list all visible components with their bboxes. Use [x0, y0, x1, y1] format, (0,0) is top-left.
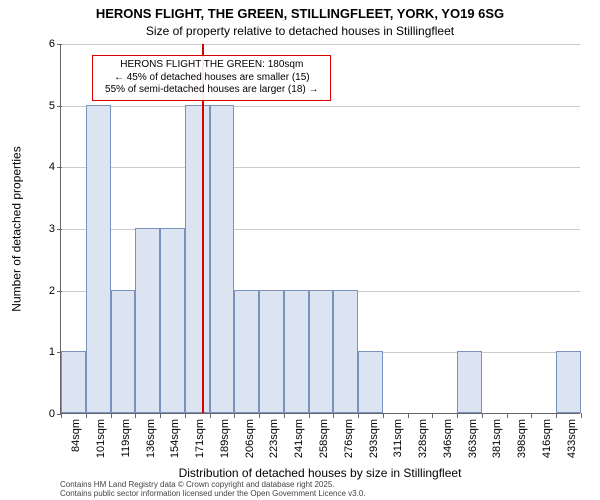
footnote-line1: Contains HM Land Registry data © Crown c…	[60, 480, 580, 489]
x-tick-mark	[86, 413, 87, 418]
y-tick-label: 4	[49, 161, 61, 173]
chart-subtitle: Size of property relative to detached ho…	[0, 24, 600, 38]
histogram-bar	[234, 290, 259, 413]
y-axis-label: Number of detached properties	[10, 44, 24, 414]
chart-container: HERONS FLIGHT, THE GREEN, STILLINGFLEET,…	[0, 0, 600, 500]
x-tick-label: 171sqm	[194, 419, 206, 458]
x-tick-mark	[556, 413, 557, 418]
gridline	[61, 106, 580, 107]
x-tick-mark	[234, 413, 235, 418]
histogram-bar	[284, 290, 309, 413]
annotation-line: HERONS FLIGHT THE GREEN: 180sqm	[99, 59, 324, 72]
histogram-bar	[309, 290, 334, 413]
x-tick-mark	[111, 413, 112, 418]
x-tick-label: 101sqm	[95, 419, 107, 458]
x-tick-mark	[185, 413, 186, 418]
x-axis-label: Distribution of detached houses by size …	[60, 466, 580, 480]
x-tick-label: 363sqm	[467, 419, 479, 458]
x-tick-label: 84sqm	[70, 419, 82, 452]
x-tick-label: 433sqm	[566, 419, 578, 458]
x-tick-mark	[160, 413, 161, 418]
annotation-line: ← 45% of detached houses are smaller (15…	[99, 72, 324, 85]
histogram-bar	[135, 228, 160, 413]
histogram-bar	[210, 105, 235, 413]
y-tick-label: 1	[49, 346, 61, 358]
x-tick-label: 258sqm	[318, 419, 330, 458]
x-tick-label: 416sqm	[541, 419, 553, 458]
histogram-bar	[556, 351, 581, 413]
x-tick-mark	[210, 413, 211, 418]
y-tick-label: 3	[49, 223, 61, 235]
x-tick-mark	[507, 413, 508, 418]
x-tick-label: 241sqm	[293, 419, 305, 458]
x-tick-mark	[61, 413, 62, 418]
annotation-line: 55% of semi-detached houses are larger (…	[99, 84, 324, 97]
x-tick-mark	[581, 413, 582, 418]
footnote: Contains HM Land Registry data © Crown c…	[60, 480, 580, 498]
y-tick-label: 2	[49, 285, 61, 297]
histogram-bar	[259, 290, 284, 413]
footnote-line2: Contains public sector information licen…	[60, 489, 580, 498]
x-tick-mark	[309, 413, 310, 418]
x-tick-label: 276sqm	[343, 419, 355, 458]
gridline	[61, 167, 580, 168]
y-axis-label-text: Number of detached properties	[10, 146, 24, 311]
x-tick-label: 381sqm	[491, 419, 503, 458]
x-tick-mark	[259, 413, 260, 418]
histogram-bar	[111, 290, 136, 413]
histogram-bar	[333, 290, 358, 413]
histogram-bar	[61, 351, 86, 413]
y-tick-label: 6	[49, 38, 61, 50]
annotation-box: HERONS FLIGHT THE GREEN: 180sqm← 45% of …	[92, 55, 331, 101]
x-tick-label: 398sqm	[516, 419, 528, 458]
y-tick-label: 5	[49, 100, 61, 112]
histogram-bar	[185, 105, 210, 413]
plot-area: 012345684sqm101sqm119sqm136sqm154sqm171s…	[60, 44, 580, 414]
x-tick-label: 136sqm	[145, 419, 157, 458]
x-tick-label: 119sqm	[120, 419, 132, 457]
y-tick-label: 0	[49, 408, 61, 420]
x-tick-mark	[333, 413, 334, 418]
x-tick-mark	[482, 413, 483, 418]
x-tick-label: 328sqm	[417, 419, 429, 458]
x-tick-mark	[383, 413, 384, 418]
x-tick-mark	[135, 413, 136, 418]
x-tick-mark	[457, 413, 458, 418]
x-tick-label: 206sqm	[244, 419, 256, 458]
x-tick-mark	[358, 413, 359, 418]
histogram-bar	[358, 351, 383, 413]
chart-title: HERONS FLIGHT, THE GREEN, STILLINGFLEET,…	[0, 6, 600, 21]
x-tick-label: 189sqm	[219, 419, 231, 458]
x-tick-label: 346sqm	[442, 419, 454, 458]
x-tick-label: 154sqm	[169, 419, 181, 458]
x-tick-label: 293sqm	[368, 419, 380, 458]
histogram-bar	[160, 228, 185, 413]
x-tick-mark	[531, 413, 532, 418]
x-tick-mark	[284, 413, 285, 418]
gridline	[61, 44, 580, 45]
histogram-bar	[457, 351, 482, 413]
x-tick-mark	[408, 413, 409, 418]
histogram-bar	[86, 105, 111, 413]
x-tick-label: 223sqm	[268, 419, 280, 458]
x-tick-label: 311sqm	[392, 419, 404, 457]
x-tick-mark	[432, 413, 433, 418]
